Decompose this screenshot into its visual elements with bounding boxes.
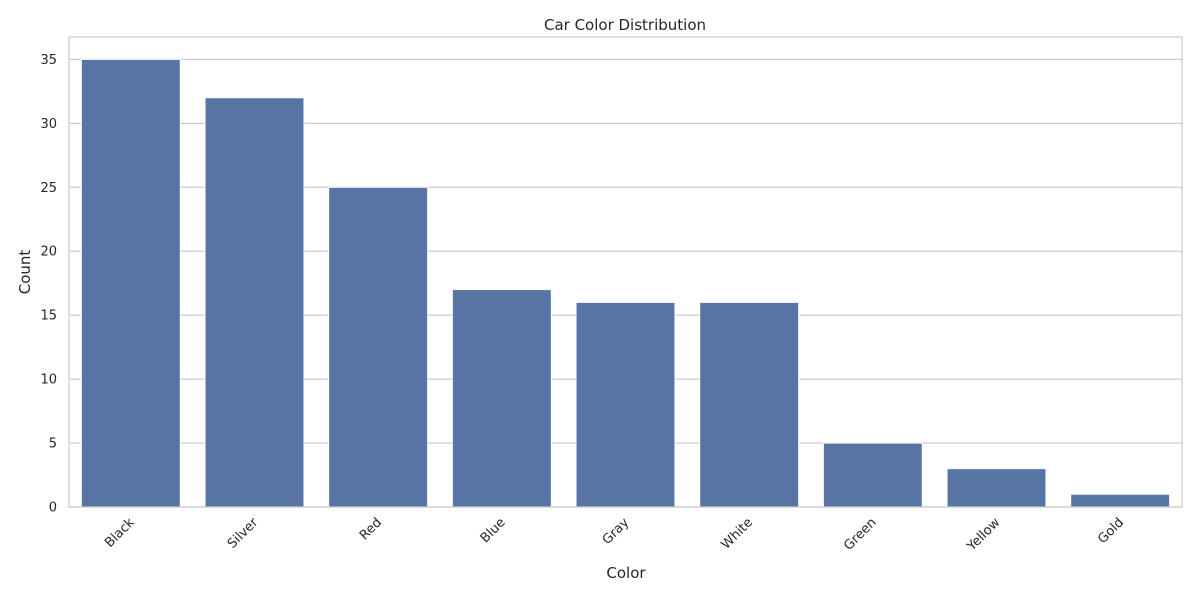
bars bbox=[80, 58, 1171, 508]
bar-gold bbox=[1070, 493, 1171, 508]
bar-red bbox=[328, 186, 429, 508]
y-tick-label: 15 bbox=[40, 309, 57, 324]
y-tick-label: 0 bbox=[49, 501, 57, 516]
bar-green bbox=[822, 442, 923, 508]
plot-frame bbox=[68, 36, 1183, 508]
y-tick-label: 35 bbox=[40, 53, 57, 68]
y-tick-label: 20 bbox=[40, 245, 57, 260]
bar-yellow bbox=[946, 468, 1047, 508]
bar-gray bbox=[575, 301, 676, 508]
y-tick-label: 10 bbox=[40, 373, 57, 388]
bar-black bbox=[80, 58, 181, 508]
x-axis-label: Color bbox=[606, 564, 646, 582]
y-tick-label: 25 bbox=[40, 181, 57, 196]
y-tick-label: 30 bbox=[40, 117, 57, 132]
y-tick-labels: 0 5 10 15 20 25 30 35 bbox=[40, 53, 57, 516]
bar-white bbox=[699, 301, 800, 508]
bar-silver bbox=[204, 97, 305, 508]
chart-title: Car Color Distribution bbox=[544, 16, 706, 34]
y-tick-label: 5 bbox=[49, 437, 57, 452]
y-axis-label: Count bbox=[16, 250, 34, 295]
bar-blue bbox=[451, 289, 552, 508]
